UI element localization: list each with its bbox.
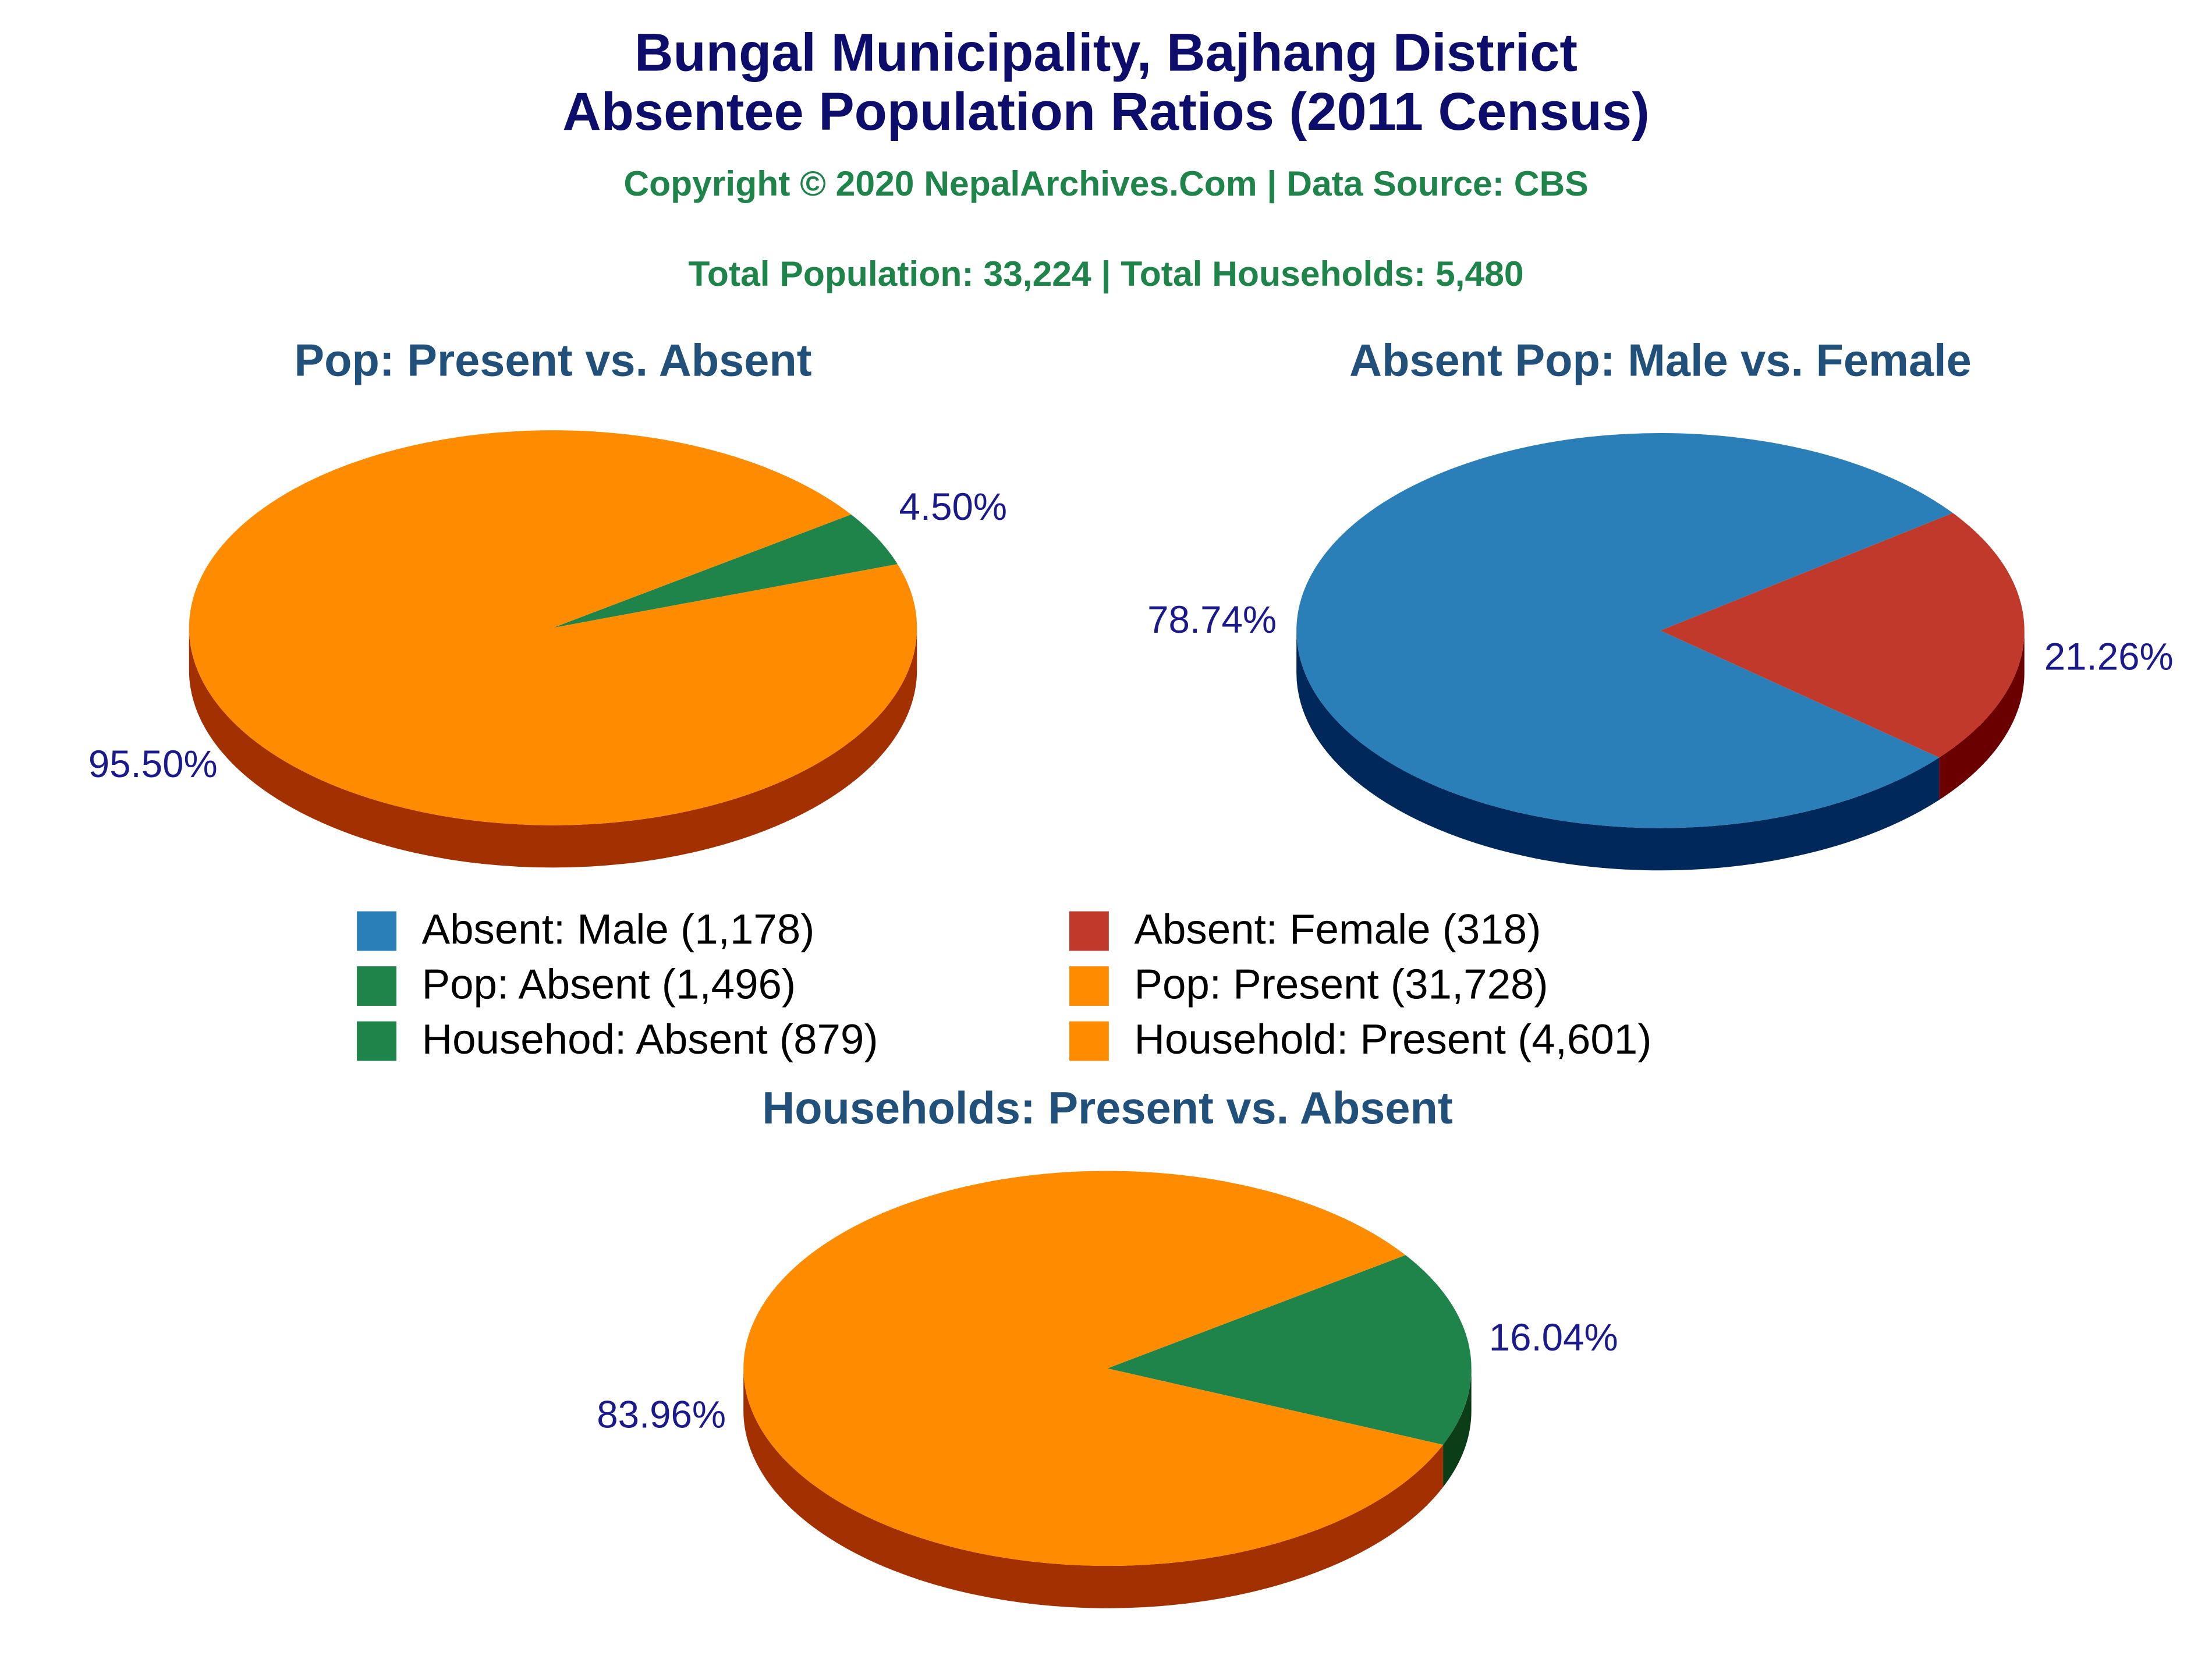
chart-title: Absentee Population Ratios (2011 Census): [562, 81, 1650, 141]
chart-subtitle: Households: Present vs. Absent: [762, 1083, 1452, 1133]
data-label: 83.96%: [597, 1393, 726, 1435]
legend-label: Househod: Absent (879): [422, 1016, 878, 1063]
pie-slice: [189, 430, 917, 825]
copyright: Copyright © 2020 NepalArchives.Com | Dat…: [623, 164, 1588, 204]
legend-label: Pop: Absent (1,496): [422, 961, 796, 1008]
chart-title: Bungal Municipality, Bajhang District: [634, 22, 1578, 82]
pie-slice-side: [743, 1368, 1444, 1608]
legend-label: Pop: Present (31,728): [1134, 961, 1548, 1008]
pie-slice-side: [189, 628, 917, 868]
legend-swatch: [1069, 966, 1109, 1006]
pie-slice-side: [1939, 630, 2025, 800]
chart-subtitle: Pop: Present vs. Absent: [294, 336, 811, 386]
legend-swatch: [1069, 911, 1109, 951]
totals: Total Population: 33,224 | Total Househo…: [688, 254, 1523, 295]
legend-label: Absent: Female (318): [1134, 906, 1541, 953]
data-label: 78.74%: [1147, 598, 1277, 641]
legend-swatch: [357, 966, 396, 1006]
data-label: 16.04%: [1489, 1316, 1618, 1359]
pie-slice: [1107, 1255, 1472, 1445]
legend-swatch: [357, 911, 396, 951]
chart-subtitle: Absent Pop: Male vs. Female: [1349, 336, 1972, 386]
data-label: 21.26%: [2044, 635, 2174, 678]
pie-slice: [553, 514, 898, 628]
legend-swatch: [1069, 1021, 1109, 1061]
legend-label: Absent: Male (1,178): [422, 906, 815, 953]
legend-label: Household: Present (4,601): [1134, 1016, 1651, 1063]
pie-slice: [743, 1171, 1444, 1566]
pie-slice-side: [1296, 630, 1940, 871]
data-label: 4.50%: [899, 485, 1008, 528]
legend-swatch: [357, 1021, 396, 1061]
pie-slice: [1660, 513, 2025, 758]
pie-slice: [1296, 433, 1953, 828]
data-label: 95.50%: [88, 743, 218, 785]
pie-slice-side: [1443, 1368, 1472, 1487]
